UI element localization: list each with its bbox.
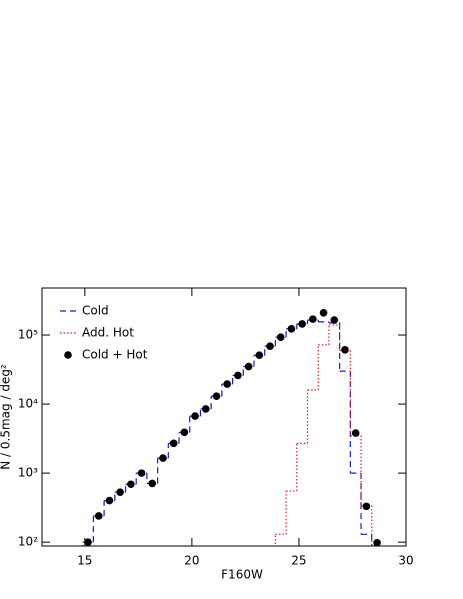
data-point (202, 405, 210, 413)
plot-frame (41, 287, 407, 547)
x-tick-label: 15 (77, 554, 92, 568)
data-point (212, 392, 221, 401)
data-point (234, 371, 242, 380)
y-tick-label: 10³ (18, 466, 38, 480)
y-axis-label: N / 0.5mag / deg² (0, 364, 13, 470)
data-point (180, 428, 189, 437)
x-tick-label: 20 (184, 554, 199, 568)
data-point (276, 333, 285, 342)
y-tick-label: 10² (18, 535, 38, 549)
data-point (84, 538, 92, 546)
plot-area (82, 308, 384, 546)
data-point (309, 315, 317, 323)
data-point (287, 325, 296, 333)
data-point (341, 346, 349, 354)
data-point (362, 502, 371, 511)
data-point (127, 480, 135, 489)
legend-label: Add. Hot (82, 326, 134, 340)
data-point (137, 469, 146, 477)
data-point (94, 512, 103, 520)
x-tick-label: 30 (398, 554, 413, 568)
legend-marker (64, 351, 72, 359)
data-point (191, 412, 199, 420)
y-tick-label: 10⁴ (18, 397, 38, 411)
y-tick-label: 10⁵ (18, 328, 38, 342)
data-point (298, 320, 306, 328)
x-tick-label: 25 (291, 554, 306, 568)
legend-label: Cold + Hot (82, 348, 148, 362)
data-point (373, 538, 381, 546)
data-point (116, 488, 124, 496)
legend-label: Cold (82, 304, 109, 318)
data-point (159, 454, 167, 462)
x-axis-label: F160W (221, 568, 263, 582)
data-point (244, 362, 253, 371)
data-point (330, 316, 339, 324)
data-point (351, 429, 360, 437)
data-point (105, 496, 114, 505)
data-point (266, 342, 274, 350)
data-point (319, 308, 328, 317)
data-point (169, 439, 178, 448)
data-point (148, 479, 157, 488)
data-point (223, 380, 232, 388)
data-point (255, 351, 264, 360)
